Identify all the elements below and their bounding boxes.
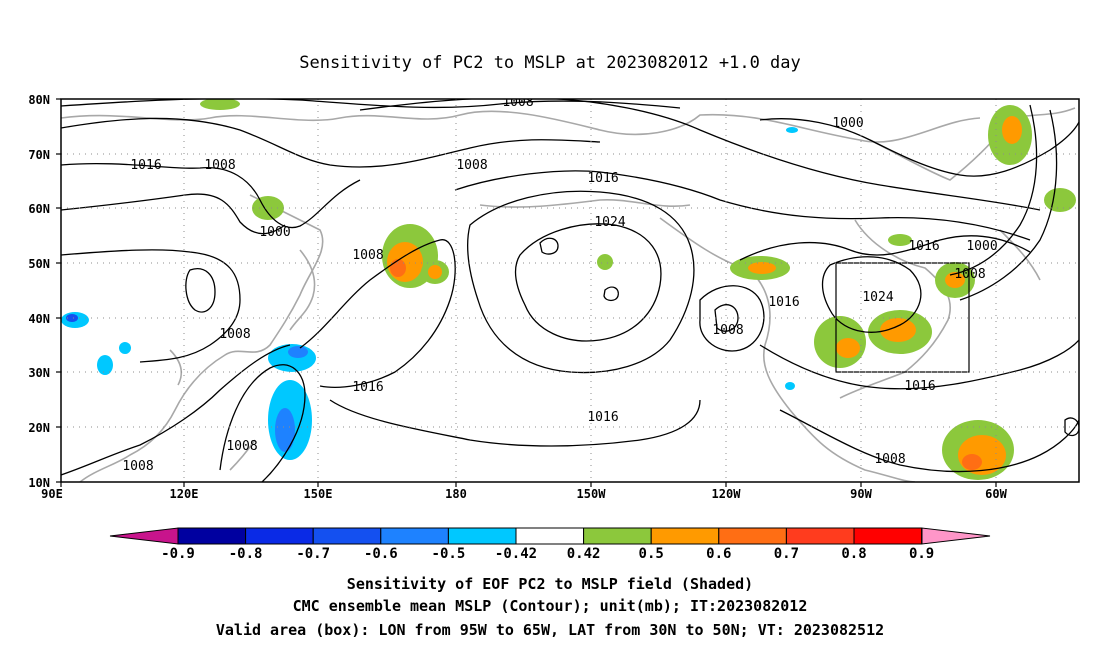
colorbar-tick: 0.7 — [774, 546, 799, 562]
lat-tick: 50N — [28, 257, 50, 271]
map-background — [61, 99, 1079, 482]
lat-tick: 60N — [28, 202, 50, 216]
colorbar-tick: 0.8 — [841, 546, 866, 562]
lon-tick: 120W — [712, 487, 742, 501]
contour-label: 1008 — [204, 158, 235, 173]
lon-tick: 150W — [577, 487, 607, 501]
lon-tick-labels: 90E 120E 150E 180 150W 120W 90W 60W — [41, 487, 1007, 501]
colorbar-tick: 0.6 — [706, 546, 731, 562]
colorbar-tick: -0.7 — [296, 546, 330, 562]
lon-tick: 180 — [445, 487, 467, 501]
caption-line-2: CMC ensemble mean MSLP (Contour); unit(m… — [293, 597, 808, 615]
colorbar-low-triangle — [109, 527, 179, 545]
contour-label: 1024 — [862, 290, 893, 305]
contour-label: 1016 — [768, 295, 799, 310]
lat-tick: 70N — [28, 148, 50, 162]
axis-ticks — [56, 98, 997, 487]
contour-labels: 1008 1000 1016 1008 1008 1000 1016 1008 … — [122, 95, 997, 474]
lat-tick: 40N — [28, 312, 50, 326]
colorbar-tick: 0.9 — [909, 546, 934, 562]
colorbar-tick: -0.8 — [229, 546, 263, 562]
caption-line-1: Sensitivity of EOF PC2 to MSLP field (Sh… — [347, 575, 753, 593]
colorbar-box — [380, 527, 449, 545]
mslp-contours — [61, 99, 1079, 482]
colorbar-tick-labels: -0.9 -0.8 -0.7 -0.6 -0.5 -0.42 0.42 0.5 0.6 0.7 0.… — [161, 546, 934, 562]
map-panel: 1008 1000 1016 1008 1008 1000 1016 1008 … — [28, 93, 1080, 501]
contour-label: 1008 — [226, 439, 257, 454]
contour-label: 1016 — [587, 171, 618, 186]
contour-label: 1016 — [130, 158, 161, 173]
contour-label: 1008 — [874, 452, 905, 467]
contour-label: 1016 — [904, 379, 935, 394]
lon-tick: 60W — [985, 487, 1007, 501]
contour-label: 1008 — [954, 267, 985, 282]
contour-label: 1008 — [352, 248, 383, 263]
figure-title: Sensitivity of PC2 to MSLP at 2023082012… — [299, 53, 801, 73]
colorbar-box — [515, 527, 585, 545]
contour-label: 1000 — [259, 225, 290, 240]
colorbar-high-triangle — [921, 527, 991, 545]
colorbar-box — [583, 527, 652, 545]
colorbar-tick: 0.5 — [639, 546, 664, 562]
colorbar: -0.9 -0.8 -0.7 -0.6 -0.5 -0.42 0.42 0.5 0.6 0.7 0.… — [109, 527, 991, 562]
contour-label: 1008 — [502, 95, 533, 110]
lat-tick-labels: 80N 70N 60N 50N 40N 30N 20N 10N — [28, 93, 50, 490]
colorbar-box — [177, 527, 247, 545]
colorbar-tick: -0.6 — [364, 546, 398, 562]
colorbar-boxes — [177, 527, 923, 545]
contour-label: 1000 — [966, 239, 997, 254]
colorbar-box — [650, 527, 720, 545]
lat-tick: 30N — [28, 366, 50, 380]
lat-tick: 80N — [28, 93, 50, 107]
lat-tick: 20N — [28, 421, 50, 435]
lon-tick: 150E — [304, 487, 333, 501]
contour-label: 1008 — [712, 323, 743, 338]
colorbar-tick: -0.9 — [161, 546, 195, 562]
contour-label: 1008 — [122, 459, 153, 474]
lon-tick: 90W — [850, 487, 872, 501]
contour-label: 1000 — [832, 116, 863, 131]
colorbar-box — [853, 527, 923, 545]
colorbar-box — [447, 527, 517, 545]
contour-label: 1016 — [587, 410, 618, 425]
caption-line-3: Valid area (box): LON from 95W to 65W, L… — [216, 621, 884, 639]
colorbar-box — [245, 527, 314, 545]
contour-label: 1008 — [456, 158, 487, 173]
contour-label: 1016 — [908, 239, 939, 254]
coastlines — [61, 107, 1076, 482]
contour-label: 1024 — [594, 215, 625, 230]
colorbar-box — [312, 527, 382, 545]
map-frame — [60, 98, 1080, 483]
lat-tick: 10N — [28, 476, 50, 490]
lon-tick: 90E — [41, 487, 63, 501]
colorbar-tick: -0.5 — [432, 546, 466, 562]
colorbar-box — [718, 527, 787, 545]
colorbar-tick: -0.42 — [495, 546, 537, 562]
sensitivity-shading — [61, 99, 1076, 480]
contour-label: 1008 — [219, 327, 250, 342]
contour-label: 1016 — [352, 380, 383, 395]
colorbar-tick: 0.42 — [567, 546, 601, 562]
lon-tick: 120E — [170, 487, 199, 501]
colorbar-box — [785, 527, 855, 545]
